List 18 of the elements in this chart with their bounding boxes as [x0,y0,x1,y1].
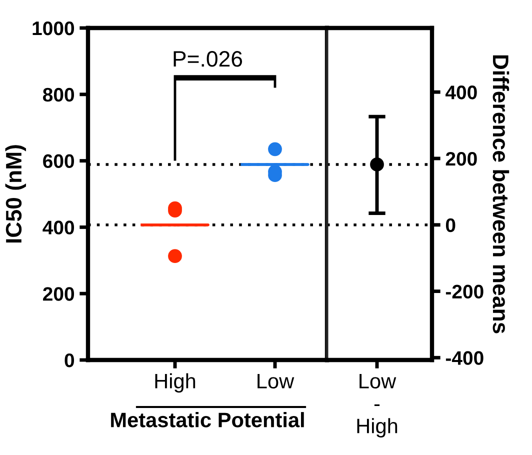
y-axis-title: IC50 (nM) [5,145,26,243]
x-tick-label: High [155,373,196,393]
y-tick-label: 200 [43,287,74,301]
y2-tick-label: 400 [445,86,477,100]
y-tick-label: 800 [42,88,74,102]
x-tick-label: Low - High [357,374,398,438]
y2-axis-title: Difference between means [492,55,510,334]
annotation: P=.026 [174,51,242,67]
y2-tick-label: -200 [446,284,484,299]
y2-tick-label: 0 [446,218,456,232]
y-tick-label: 1000 [32,21,74,36]
y2-tick-label: 200 [446,152,477,166]
y-tick-label: 600 [43,154,74,168]
x-axis-title: Metastatic Potential [111,412,304,428]
y2-tick-label: -400 [446,351,484,365]
x-tick-label: Low [258,374,294,388]
y-tick-label: 0 [64,353,74,368]
y-tick-label: 400 [42,220,74,234]
